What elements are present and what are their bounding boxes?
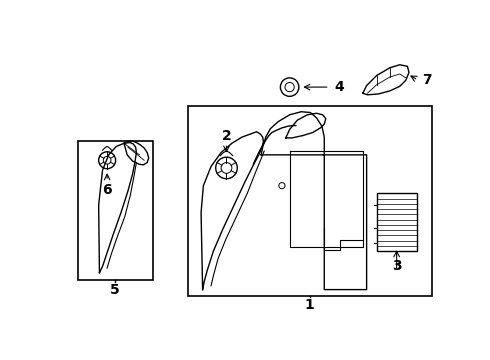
Text: 1: 1 (305, 298, 315, 312)
Text: 6: 6 (102, 183, 112, 197)
Bar (78, 141, 152, 280)
Text: 3: 3 (392, 260, 402, 274)
Bar (188, 106, 432, 296)
Text: 7: 7 (422, 73, 432, 87)
Bar (377, 193, 416, 251)
Text: 5: 5 (110, 283, 120, 297)
Text: 4: 4 (334, 80, 344, 94)
Text: 2: 2 (221, 129, 231, 143)
